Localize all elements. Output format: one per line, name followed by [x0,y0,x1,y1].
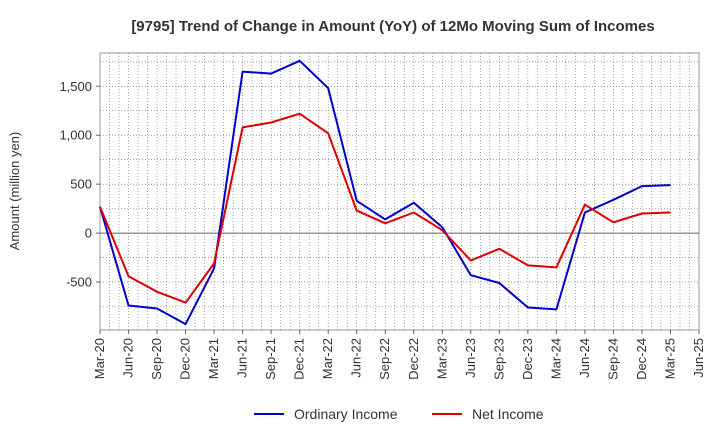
series-layer [99,59,671,326]
x-tick-label: Dec-22 [406,338,421,380]
x-tick-label: Mar-23 [434,338,449,379]
plot-area [99,52,700,331]
x-tick-label: Mar-21 [206,338,221,379]
y-tick-label: 0 [85,226,92,241]
x-tick-label: Jun-20 [121,338,136,378]
series-line-net-income [99,112,671,304]
x-tick-label: Jun-24 [577,338,592,378]
x-tick-label: Jun-21 [235,338,250,378]
chart-title: [9795] Trend of Change in Amount (YoY) o… [131,18,654,35]
x-tick-label: Mar-25 [662,338,677,379]
y-axis-ticks: -500 0 500 1,000 1,500 [59,79,100,290]
series-line-ordinary-income [99,59,671,326]
x-tick-label: Jun-22 [349,338,364,378]
y-axis-title: Amount (million yen) [7,132,22,251]
x-tick-label: Jun-25 [691,338,706,378]
x-tick-label: Mar-22 [320,338,335,379]
x-tick-label: Sep-23 [491,338,506,380]
legend: Ordinary Income Net Income [254,406,544,422]
x-tick-label: Sep-20 [149,338,164,380]
legend-label: Net Income [472,406,544,422]
x-tick-label: Mar-24 [548,338,563,379]
x-tick-label: Sep-21 [263,338,278,380]
x-tick-label: Sep-24 [605,338,620,380]
x-axis-ticks: Mar-20 Jun-20 Sep-20 Dec-20 Mar-21 Jun-21 Sep-… [92,330,706,380]
y-tick-label: 1,000 [59,128,92,143]
x-tick-label: Dec-23 [520,338,535,380]
grid-lines [100,53,699,330]
legend-label: Ordinary Income [294,406,398,422]
x-tick-label: Dec-20 [178,338,193,380]
y-tick-label: -500 [66,275,92,290]
x-tick-label: Dec-24 [634,338,649,380]
x-tick-label: Sep-22 [377,338,392,380]
y-tick-label: 1,500 [59,79,92,94]
x-tick-label: Mar-20 [92,338,107,379]
y-tick-label: 500 [70,177,92,192]
x-tick-label: Jun-23 [463,338,478,378]
x-tick-label: Dec-21 [292,338,307,380]
